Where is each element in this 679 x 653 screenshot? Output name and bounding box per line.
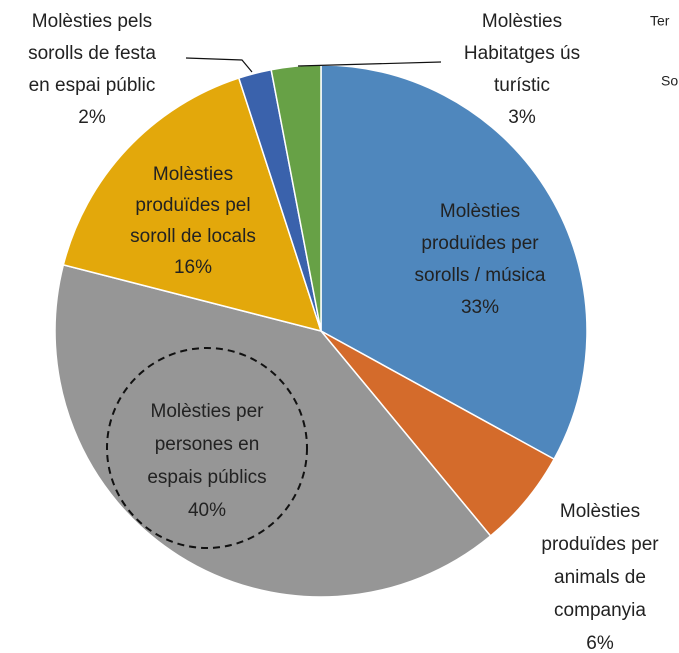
value-label: 33%: [461, 297, 499, 318]
slice-label: espais públics: [147, 467, 266, 488]
slice-label: sorolls de festa: [28, 43, 156, 64]
slice-label: companyia: [554, 600, 646, 621]
value-label: 2%: [78, 107, 106, 128]
slice-label: produïdes pel: [135, 195, 250, 216]
leader-line: [297, 61, 442, 67]
value-label: 16%: [174, 257, 212, 278]
slice-label: animals de: [554, 567, 646, 588]
slice: [320, 64, 588, 461]
annotation: Ter: [650, 13, 670, 29]
slice-label: Molèsties: [440, 201, 520, 222]
slice-label: produïdes per: [541, 534, 659, 555]
slice: [62, 77, 323, 333]
value-label: 6%: [586, 633, 614, 653]
value-label: 40%: [188, 500, 226, 521]
slice-label: sorolls / música: [415, 265, 546, 286]
slice-label: soroll de locals: [130, 226, 256, 247]
slice-label: en espai públic: [29, 75, 156, 96]
value-label: 3%: [508, 107, 536, 128]
slice-label: persones en: [155, 434, 260, 455]
slice-label: Molèsties per: [151, 401, 265, 422]
slice-label: Molèsties: [560, 501, 640, 522]
slice-label: Molèsties: [482, 11, 562, 32]
slice-label: Molèsties pels: [32, 11, 152, 32]
annotation: So: [661, 73, 678, 89]
slice-label: Habitatges ús: [464, 43, 580, 64]
slice-label: turístic: [494, 75, 550, 96]
slice: [54, 263, 492, 598]
slices: [54, 64, 588, 598]
slice-label: produïdes per: [421, 233, 539, 254]
leader-line: [185, 57, 253, 73]
slice-label: Molèsties: [153, 164, 233, 185]
highlight-circle: [106, 347, 308, 549]
